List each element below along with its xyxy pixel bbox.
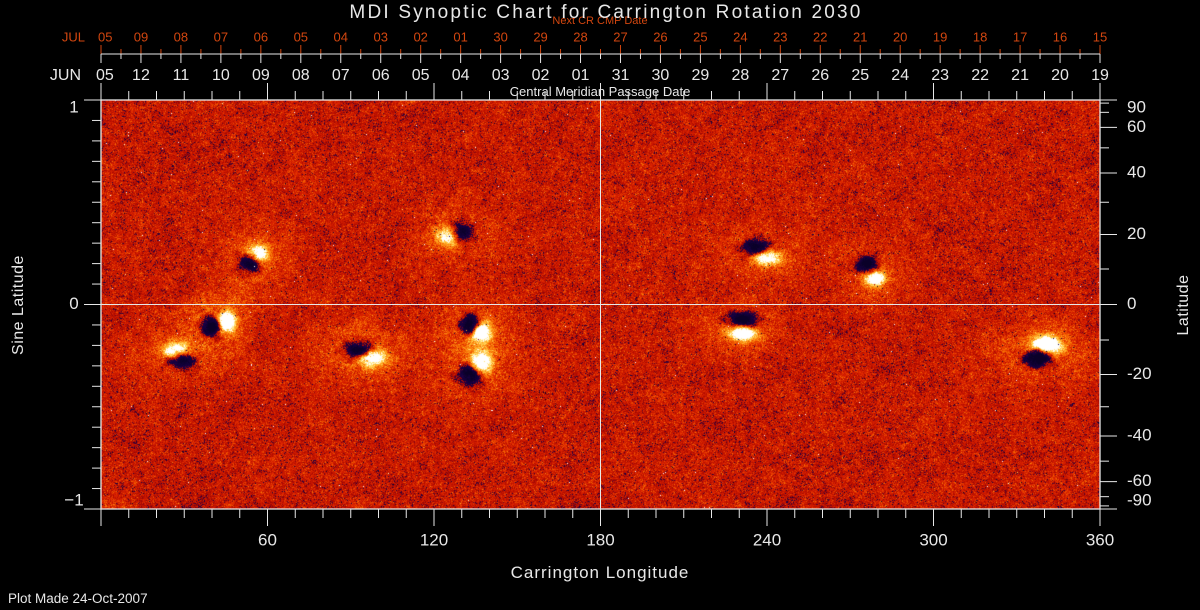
svg-text:−1: −1	[64, 490, 83, 509]
svg-text:08: 08	[292, 67, 310, 84]
svg-text:27: 27	[771, 67, 789, 84]
svg-text:05: 05	[412, 67, 430, 84]
svg-text:25: 25	[851, 67, 869, 84]
svg-text:09: 09	[252, 67, 270, 84]
svg-text:22: 22	[971, 67, 989, 84]
svg-text:03: 03	[373, 29, 387, 44]
svg-text:15: 15	[1093, 29, 1107, 44]
svg-text:30: 30	[652, 67, 670, 84]
svg-text:180: 180	[586, 530, 614, 549]
svg-text:25: 25	[693, 29, 707, 44]
svg-text:-90: -90	[1127, 490, 1152, 509]
svg-text:06: 06	[254, 29, 268, 44]
svg-text:23: 23	[931, 67, 949, 84]
svg-text:90: 90	[1127, 97, 1146, 116]
svg-text:07: 07	[332, 67, 350, 84]
svg-text:-20: -20	[1127, 364, 1152, 383]
svg-text:19: 19	[933, 29, 947, 44]
svg-text:26: 26	[811, 67, 829, 84]
svg-text:-60: -60	[1127, 471, 1152, 490]
svg-text:12: 12	[132, 67, 150, 84]
svg-text:300: 300	[919, 530, 947, 549]
svg-text:24: 24	[733, 29, 747, 44]
svg-text:29: 29	[533, 29, 547, 44]
svg-text:28: 28	[731, 67, 749, 84]
svg-text:02: 02	[532, 67, 550, 84]
svg-text:28: 28	[573, 29, 587, 44]
svg-text:JUL: JUL	[62, 29, 85, 44]
svg-text:03: 03	[492, 67, 510, 84]
svg-text:30: 30	[493, 29, 507, 44]
svg-text:11: 11	[173, 67, 190, 84]
svg-text:24: 24	[891, 67, 909, 84]
svg-text:27: 27	[613, 29, 627, 44]
svg-text:04: 04	[334, 29, 348, 44]
svg-text:10: 10	[212, 67, 230, 84]
svg-text:JUN: JUN	[50, 67, 81, 84]
svg-text:0: 0	[69, 294, 78, 313]
svg-text:06: 06	[372, 67, 390, 84]
svg-text:01: 01	[453, 29, 467, 44]
svg-text:22: 22	[813, 29, 827, 44]
svg-text:23: 23	[773, 29, 787, 44]
svg-text:20: 20	[1051, 67, 1069, 84]
svg-text:60: 60	[1127, 117, 1146, 136]
svg-text:40: 40	[1127, 163, 1146, 182]
svg-text:-40: -40	[1127, 425, 1152, 444]
svg-text:29: 29	[692, 67, 710, 84]
svg-text:16: 16	[1053, 29, 1067, 44]
svg-text:26: 26	[653, 29, 667, 44]
svg-text:120: 120	[420, 530, 448, 549]
svg-text:240: 240	[753, 530, 781, 549]
svg-text:09: 09	[134, 29, 148, 44]
svg-text:17: 17	[1013, 29, 1027, 44]
svg-text:05: 05	[98, 29, 112, 44]
svg-text:05: 05	[96, 67, 114, 84]
svg-text:21: 21	[853, 29, 867, 44]
svg-text:02: 02	[413, 29, 427, 44]
svg-text:08: 08	[174, 29, 188, 44]
svg-text:19: 19	[1091, 67, 1109, 84]
svg-text:20: 20	[1127, 224, 1146, 243]
svg-text:360: 360	[1086, 530, 1114, 549]
svg-text:04: 04	[452, 67, 470, 84]
svg-text:18: 18	[973, 29, 987, 44]
svg-text:05: 05	[294, 29, 308, 44]
svg-text:31: 31	[612, 67, 630, 84]
svg-text:1: 1	[69, 97, 78, 116]
svg-text:0: 0	[1127, 294, 1136, 313]
svg-text:60: 60	[258, 530, 277, 549]
svg-text:01: 01	[572, 67, 590, 84]
svg-text:07: 07	[214, 29, 228, 44]
svg-text:20: 20	[893, 29, 907, 44]
svg-text:21: 21	[1011, 67, 1029, 84]
